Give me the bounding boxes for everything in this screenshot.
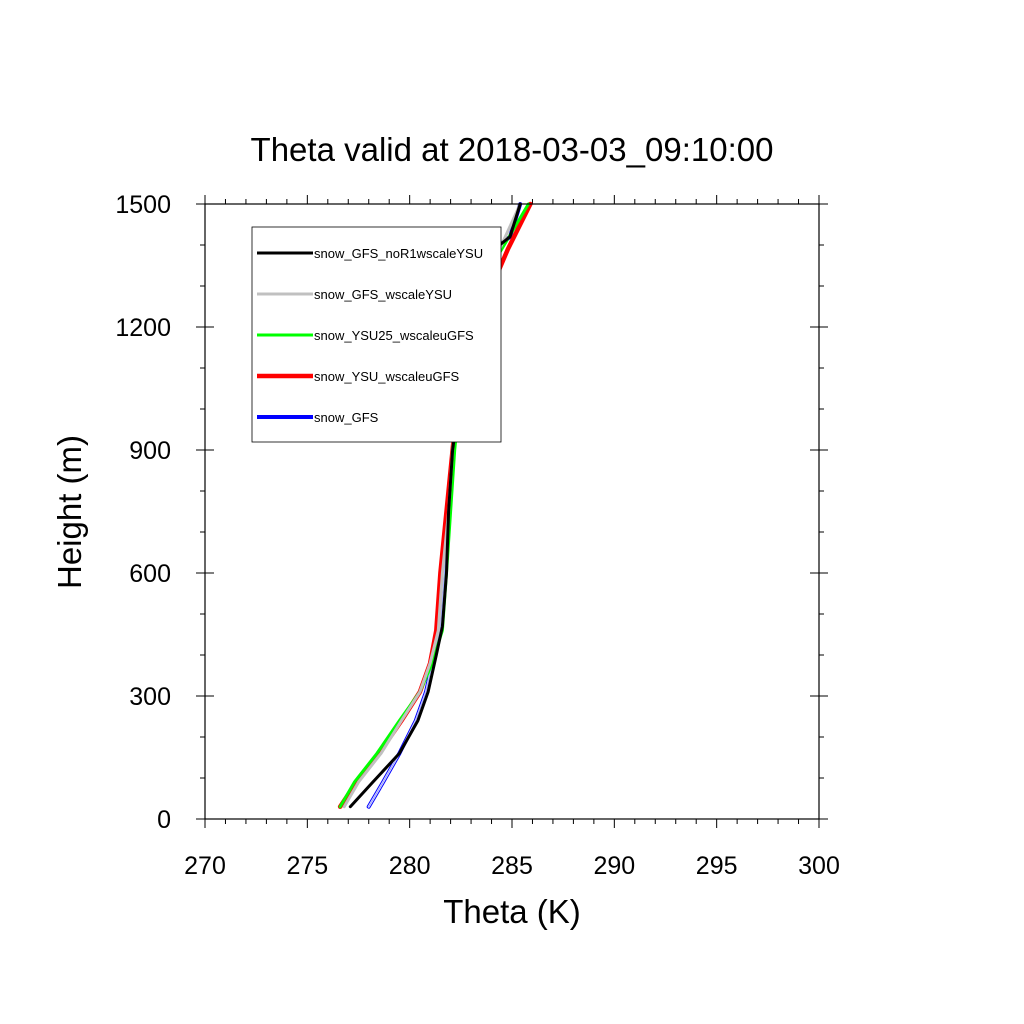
y-tick-label: 1200 [115,314,171,342]
x-tick-label: 290 [593,852,635,880]
x-tick-label: 285 [491,852,533,880]
legend: snow_GFS_noR1wscaleYSU snow_GFS_wscaleYSU… [251,226,502,443]
tick-labels: 270 275 280 285 290 295 300 0 300 600 900 1200 1500 [115,191,839,880]
x-tick-label: 300 [798,852,840,880]
x-tick-label: 275 [286,852,328,880]
legend-item: snow_YSU_wscaleuGFS [257,369,460,384]
legend-label: snow_GFS [314,410,379,425]
y-tick-label: 300 [129,683,171,711]
legend-label: snow_YSU_wscaleuGFS [314,369,460,384]
legend-item: snow_YSU25_wscaleuGFS [257,328,474,343]
legend-item: snow_GFS [257,410,379,425]
x-tick-label: 270 [184,852,226,880]
x-tick-label: 280 [389,852,431,880]
legend-label: snow_YSU25_wscaleuGFS [314,328,474,343]
y-tick-label: 900 [129,437,171,465]
plot-frame [204,203,820,820]
chart-title: Theta valid at 2018-03-03_09:10:00 [251,131,774,168]
y-tick-label: 1500 [115,191,171,219]
x-axis-label: Theta (K) [443,893,581,930]
y-tick-label: 600 [129,560,171,588]
y-tick-label: 0 [157,806,171,834]
legend-label: snow_GFS_wscaleYSU [314,287,452,302]
axis-ticks [196,195,828,828]
y-axis-label: Height (m) [51,435,88,589]
legend-item: snow_GFS_wscaleYSU [257,287,452,302]
x-tick-label: 295 [696,852,738,880]
legend-item: snow_GFS_noR1wscaleYSU [257,246,483,261]
legend-label: snow_GFS_noR1wscaleYSU [314,246,483,261]
